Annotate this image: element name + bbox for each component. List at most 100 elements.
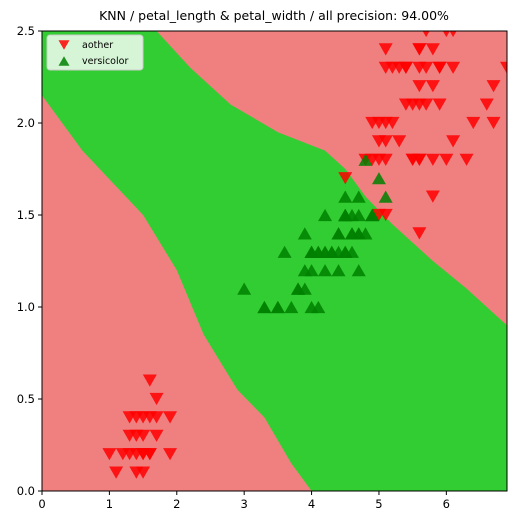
y-tick-label-5: 2.5: [17, 24, 35, 38]
aother-point-18: [142, 374, 157, 387]
versicolor-point-53: [338, 245, 353, 258]
y-axis: 0.0 0.5 1.0 1.5 2.0 2.5: [17, 24, 42, 498]
aother-point-7: [129, 466, 144, 479]
versicolor-point-45: [318, 264, 333, 277]
aother-point-23: [136, 448, 151, 461]
x-tick-label-0: 0: [38, 497, 45, 511]
aother-point-76: [412, 61, 427, 74]
aother-point-26: [432, 98, 447, 111]
aother-point-63: [422, 31, 430, 38]
aother-point-28: [425, 80, 440, 93]
y-tick-label-0: 0.0: [17, 484, 35, 498]
versicolor-point-31: [284, 300, 299, 314]
aother-point-60: [412, 43, 427, 56]
aother-point-34: [392, 135, 407, 148]
versicolor-region: [42, 31, 507, 491]
aother-point-32: [425, 153, 440, 166]
versicolor-point-52: [291, 282, 306, 295]
aother-point-8: [109, 466, 124, 479]
versicolor-point-9: [297, 227, 312, 240]
aother-point-54: [378, 208, 393, 222]
versicolor-point-26: [358, 227, 373, 240]
aother-point-51: [446, 135, 461, 148]
legend-marker-aother: [58, 40, 70, 50]
aother-point-40: [486, 80, 501, 93]
x-tick-label-3: 3: [241, 497, 248, 511]
legend: aother versicolor: [46, 34, 144, 71]
aother-point-30: [338, 172, 353, 185]
aother-point-50: [412, 98, 427, 111]
aother-point-14: [163, 411, 178, 424]
aother-point-9: [115, 448, 130, 461]
versicolor-point-14: [277, 245, 292, 258]
series-layer: [102, 31, 507, 479]
x-tick-label-6: 6: [443, 497, 450, 511]
aother-point-65: [371, 135, 386, 148]
versicolor-point-25: [331, 227, 346, 240]
aother-point-59: [398, 98, 413, 111]
aother-point-74: [378, 116, 393, 130]
aother-point-37: [378, 43, 393, 56]
aother-point-48: [439, 153, 454, 166]
aother-point-45: [486, 116, 501, 130]
aother-point-11: [149, 429, 164, 442]
versicolor-point-51: [365, 208, 380, 222]
x-tick-label-4: 4: [308, 497, 315, 511]
aother-point-73: [371, 153, 386, 166]
aother-point-19: [163, 448, 178, 461]
legend-marker-versicolor: [58, 56, 70, 66]
aother-point-53: [412, 80, 427, 93]
aother-point-24: [442, 31, 450, 38]
versicolor-point-20: [358, 153, 373, 166]
aother-point-22: [129, 411, 144, 424]
aother-point-12: [136, 429, 151, 442]
aother-point-64: [385, 61, 400, 74]
versicolor-point-35: [338, 190, 353, 203]
versicolor-point-40: [331, 264, 346, 277]
aother-point-55: [412, 227, 427, 240]
versicolor-point-27: [371, 172, 386, 185]
aother-point-70: [398, 61, 413, 74]
versicolor-point-33: [378, 190, 393, 203]
versicolor-point-23: [351, 264, 366, 277]
x-tick-label-2: 2: [173, 497, 180, 511]
versicolor-point-42: [304, 264, 319, 277]
versicolor-point-47: [324, 245, 339, 258]
y-tick-label-3: 1.5: [17, 208, 35, 222]
x-tick-label-1: 1: [106, 497, 113, 511]
aother-point-69: [425, 190, 440, 203]
aother-point-33: [449, 31, 457, 38]
x-tick-label-5: 5: [375, 497, 382, 511]
versicolor-point-36: [351, 208, 366, 222]
plot-area: [42, 31, 507, 491]
aother-point-44: [365, 116, 380, 130]
versicolor-point-6: [351, 190, 366, 203]
legend-label-aother: aother: [82, 40, 113, 51]
versicolor-point-34: [338, 208, 353, 222]
aother-point-72: [432, 61, 447, 74]
aother-point-71: [412, 153, 427, 166]
aother-point-41: [500, 61, 507, 74]
y-tick-label-1: 0.5: [17, 392, 35, 406]
chart-title: KNN / petal_length & petal_width / all p…: [99, 8, 449, 23]
aother-point-56: [446, 61, 461, 74]
versicolor-point-49: [311, 245, 326, 258]
aother-point-29: [479, 98, 494, 111]
x-axis: 0 1 2 3 4 5 6: [38, 491, 450, 511]
legend-box: [46, 34, 144, 71]
aother-point-16: [122, 429, 137, 442]
aother-point-21: [149, 392, 164, 406]
aother-point-52: [466, 116, 481, 130]
y-tick-label-2: 1.0: [17, 300, 35, 314]
y-tick-label-4: 2.0: [17, 116, 35, 130]
versicolor-point-29: [270, 300, 285, 314]
aother-point-75: [425, 43, 440, 56]
versicolor-point-50: [345, 227, 359, 240]
plot-frame: [41, 30, 508, 492]
legend-label-versicolor: versicolor: [82, 56, 128, 67]
versicolor-point-11: [318, 208, 333, 222]
aother-point-13: [102, 448, 117, 461]
versicolor-point-43: [257, 300, 272, 314]
versicolor-point-48: [237, 282, 252, 295]
